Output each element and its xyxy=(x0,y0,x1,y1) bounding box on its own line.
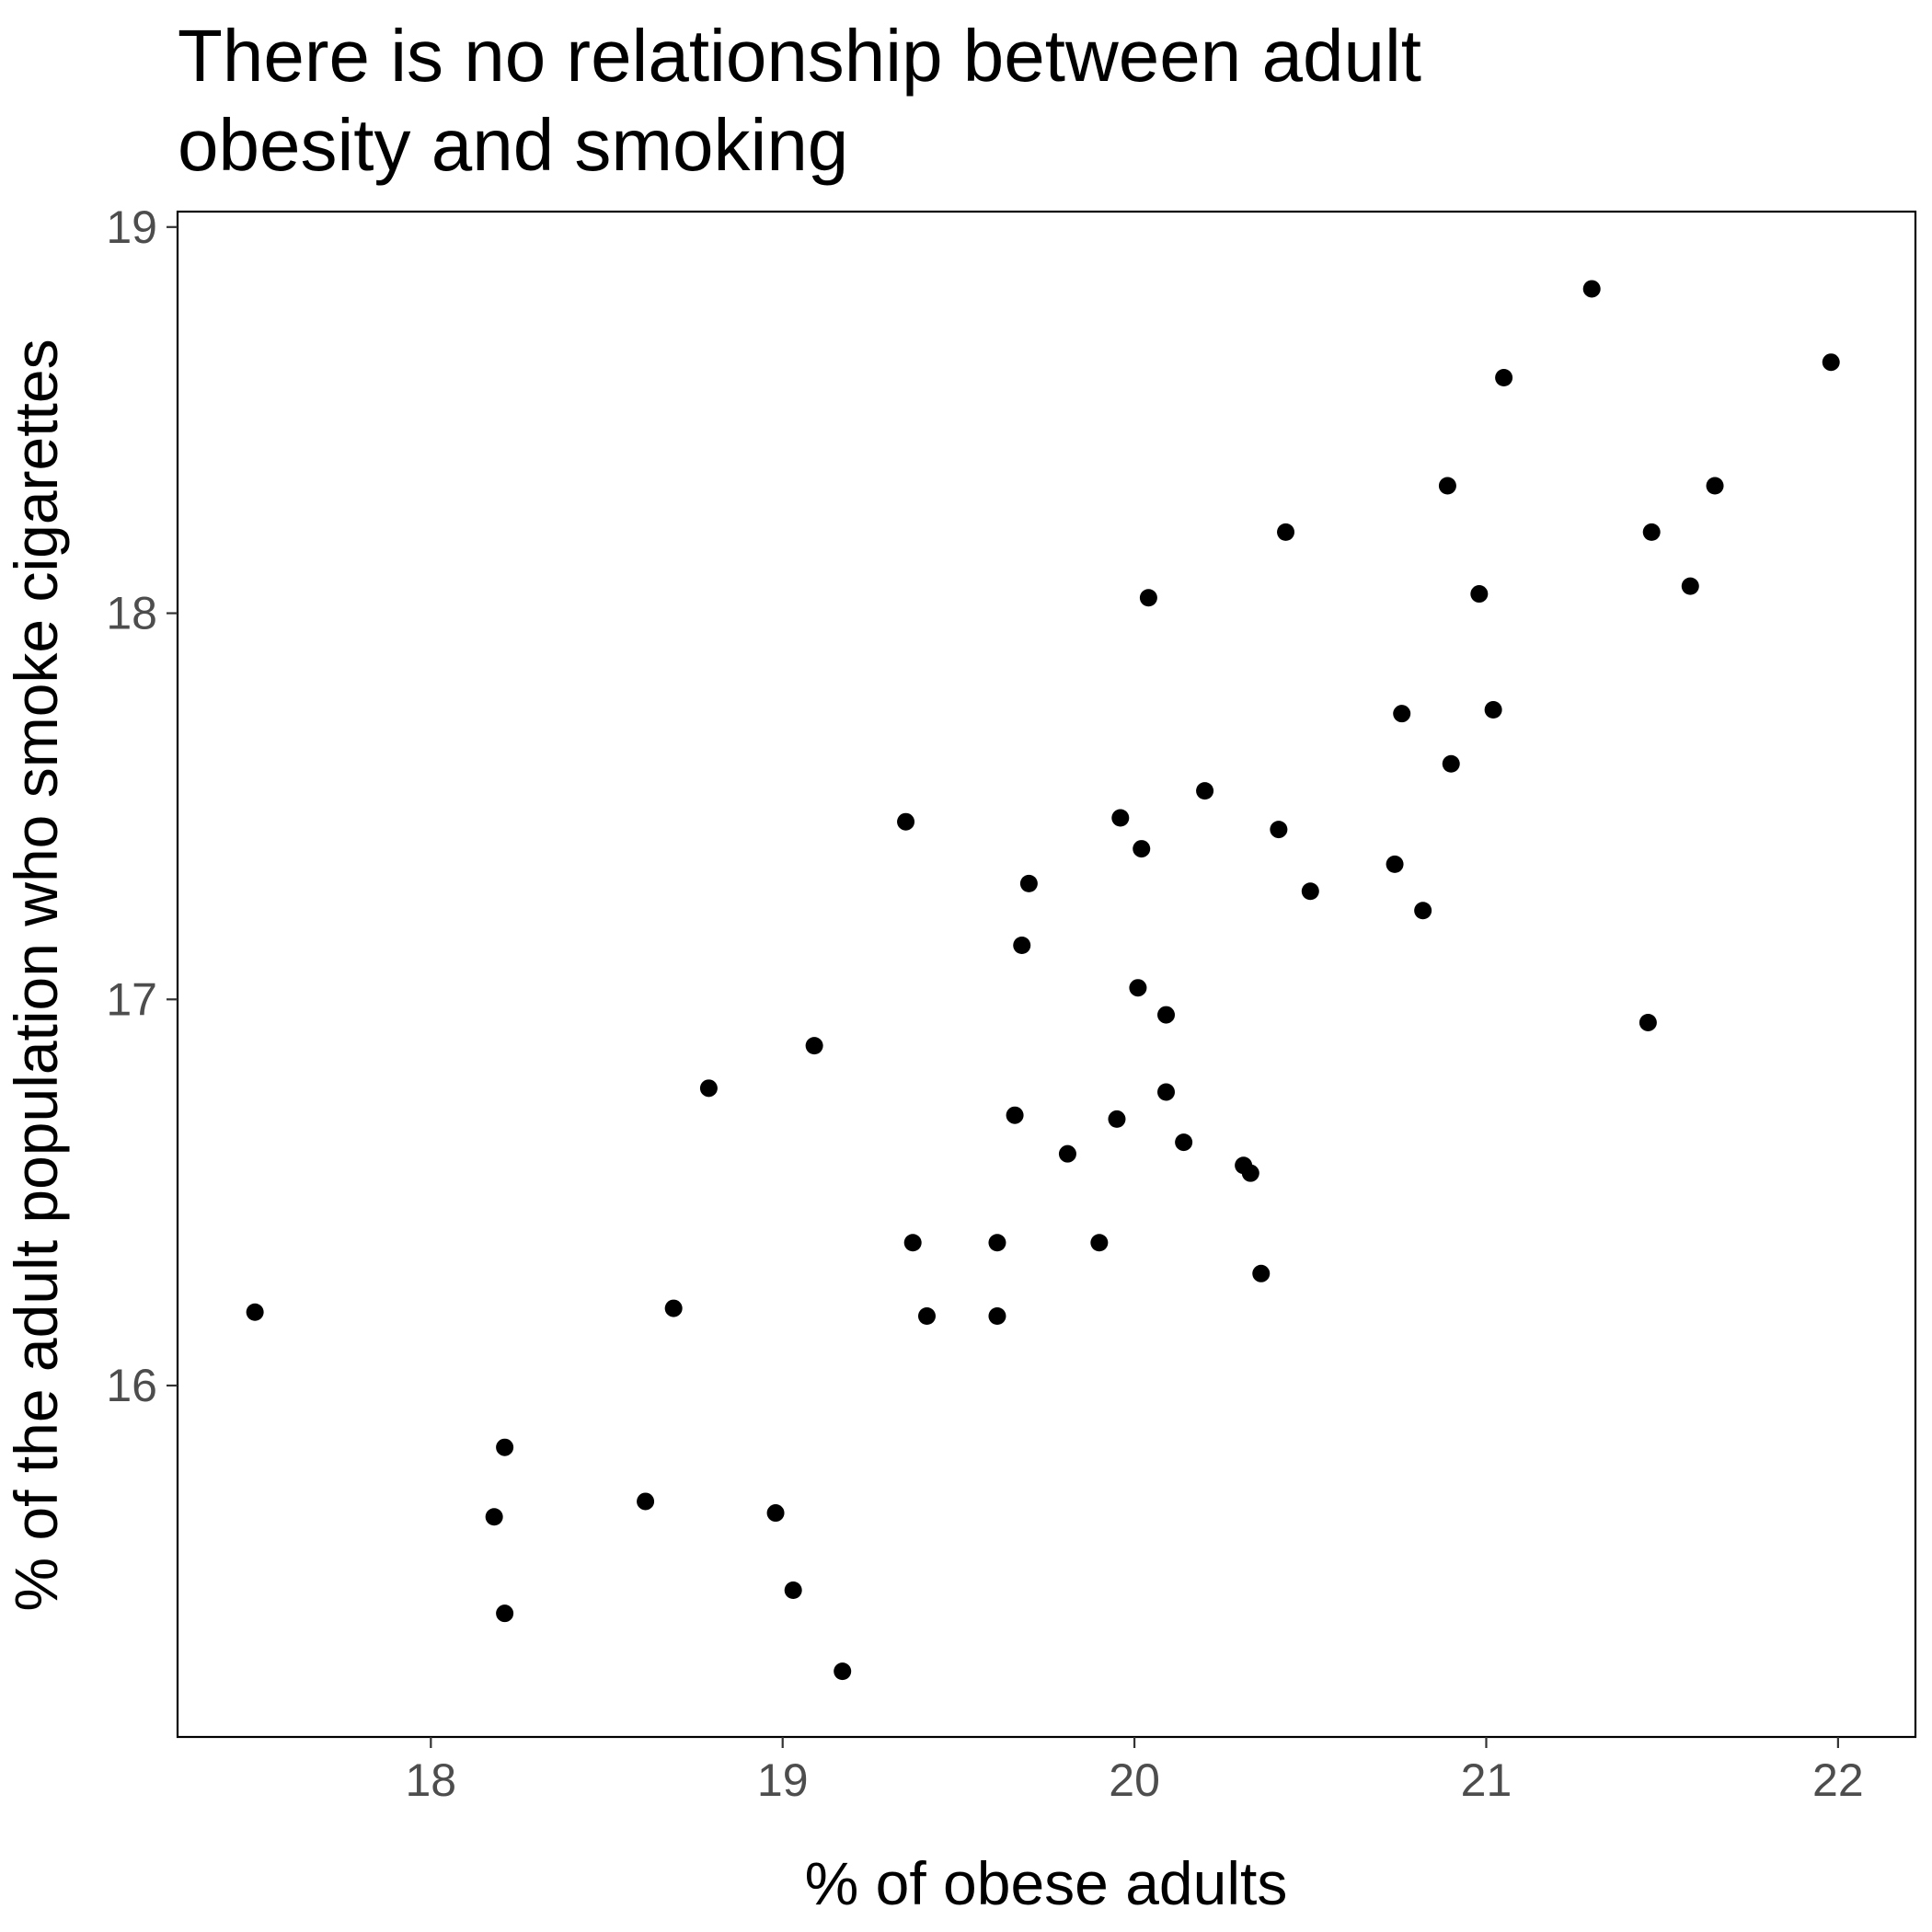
data-point-14 xyxy=(988,1234,1006,1252)
data-point-6 xyxy=(699,1079,718,1098)
data-point-41 xyxy=(1470,585,1489,604)
data-point-33 xyxy=(1270,821,1288,839)
data-point-26 xyxy=(1157,1006,1176,1024)
data-point-1 xyxy=(496,1438,514,1456)
data-point-42 xyxy=(1484,700,1502,719)
data-point-49 xyxy=(1822,353,1840,372)
x-tick-label-20: 20 xyxy=(1109,1754,1160,1806)
data-points xyxy=(246,280,1840,1681)
data-point-22 xyxy=(1111,809,1130,827)
chart-title-line-2: obesity and smoking xyxy=(178,104,848,186)
data-point-3 xyxy=(496,1604,514,1623)
y-axis-ticks: 16 17 18 19 xyxy=(106,201,178,1411)
y-tick-label-19: 19 xyxy=(106,201,157,253)
data-point-0 xyxy=(246,1303,264,1321)
data-point-20 xyxy=(1090,1234,1109,1252)
data-point-46 xyxy=(1642,523,1661,541)
data-point-17 xyxy=(1013,937,1031,955)
data-point-44 xyxy=(1582,280,1601,298)
y-tick-label-16: 16 xyxy=(106,1360,157,1411)
data-point-4 xyxy=(637,1492,655,1511)
data-point-9 xyxy=(805,1037,823,1055)
x-tick-label-22: 22 xyxy=(1812,1754,1864,1806)
data-point-7 xyxy=(766,1504,785,1523)
data-point-16 xyxy=(1006,1106,1024,1124)
data-point-34 xyxy=(1277,523,1295,541)
y-tick-label-18: 18 xyxy=(106,588,157,639)
y-tick-label-17: 17 xyxy=(106,973,157,1025)
data-point-48 xyxy=(1706,477,1724,495)
data-point-5 xyxy=(664,1299,683,1317)
data-point-19 xyxy=(1058,1144,1076,1163)
data-point-23 xyxy=(1129,979,1147,997)
data-point-11 xyxy=(897,812,915,831)
y-axis-title: % of the adult population who smoke ciga… xyxy=(2,339,70,1611)
data-point-43 xyxy=(1495,368,1513,386)
data-point-36 xyxy=(1386,855,1404,873)
data-point-27 xyxy=(1157,1083,1176,1101)
data-point-45 xyxy=(1639,1013,1657,1031)
data-point-39 xyxy=(1438,477,1456,495)
x-tick-label-21: 21 xyxy=(1461,1754,1512,1806)
data-point-2 xyxy=(485,1508,503,1526)
data-point-25 xyxy=(1139,589,1157,607)
data-point-21 xyxy=(1108,1110,1126,1128)
data-point-38 xyxy=(1414,902,1432,920)
data-point-31 xyxy=(1241,1164,1259,1182)
data-point-12 xyxy=(903,1234,922,1252)
chart-title: There is no relationship between adult o… xyxy=(178,15,1421,186)
x-tick-label-19: 19 xyxy=(757,1754,809,1806)
plot-panel-border xyxy=(176,210,1917,1739)
data-point-15 xyxy=(988,1306,1006,1325)
data-point-10 xyxy=(834,1662,852,1681)
x-axis-title: % of obese adults xyxy=(805,1849,1288,1917)
x-axis-ticks: 18 19 20 21 22 xyxy=(406,1737,1864,1806)
data-point-28 xyxy=(1175,1133,1193,1152)
data-point-47 xyxy=(1681,577,1699,595)
data-point-35 xyxy=(1301,882,1319,901)
data-point-18 xyxy=(1019,874,1038,892)
data-point-37 xyxy=(1393,705,1411,723)
data-point-24 xyxy=(1133,840,1151,858)
chart-title-line-1: There is no relationship between adult xyxy=(178,15,1421,97)
data-point-32 xyxy=(1252,1264,1271,1282)
data-point-40 xyxy=(1442,754,1460,773)
x-tick-label-18: 18 xyxy=(406,1754,457,1806)
data-point-13 xyxy=(917,1306,936,1325)
data-point-29 xyxy=(1196,782,1214,800)
data-point-8 xyxy=(784,1581,802,1599)
